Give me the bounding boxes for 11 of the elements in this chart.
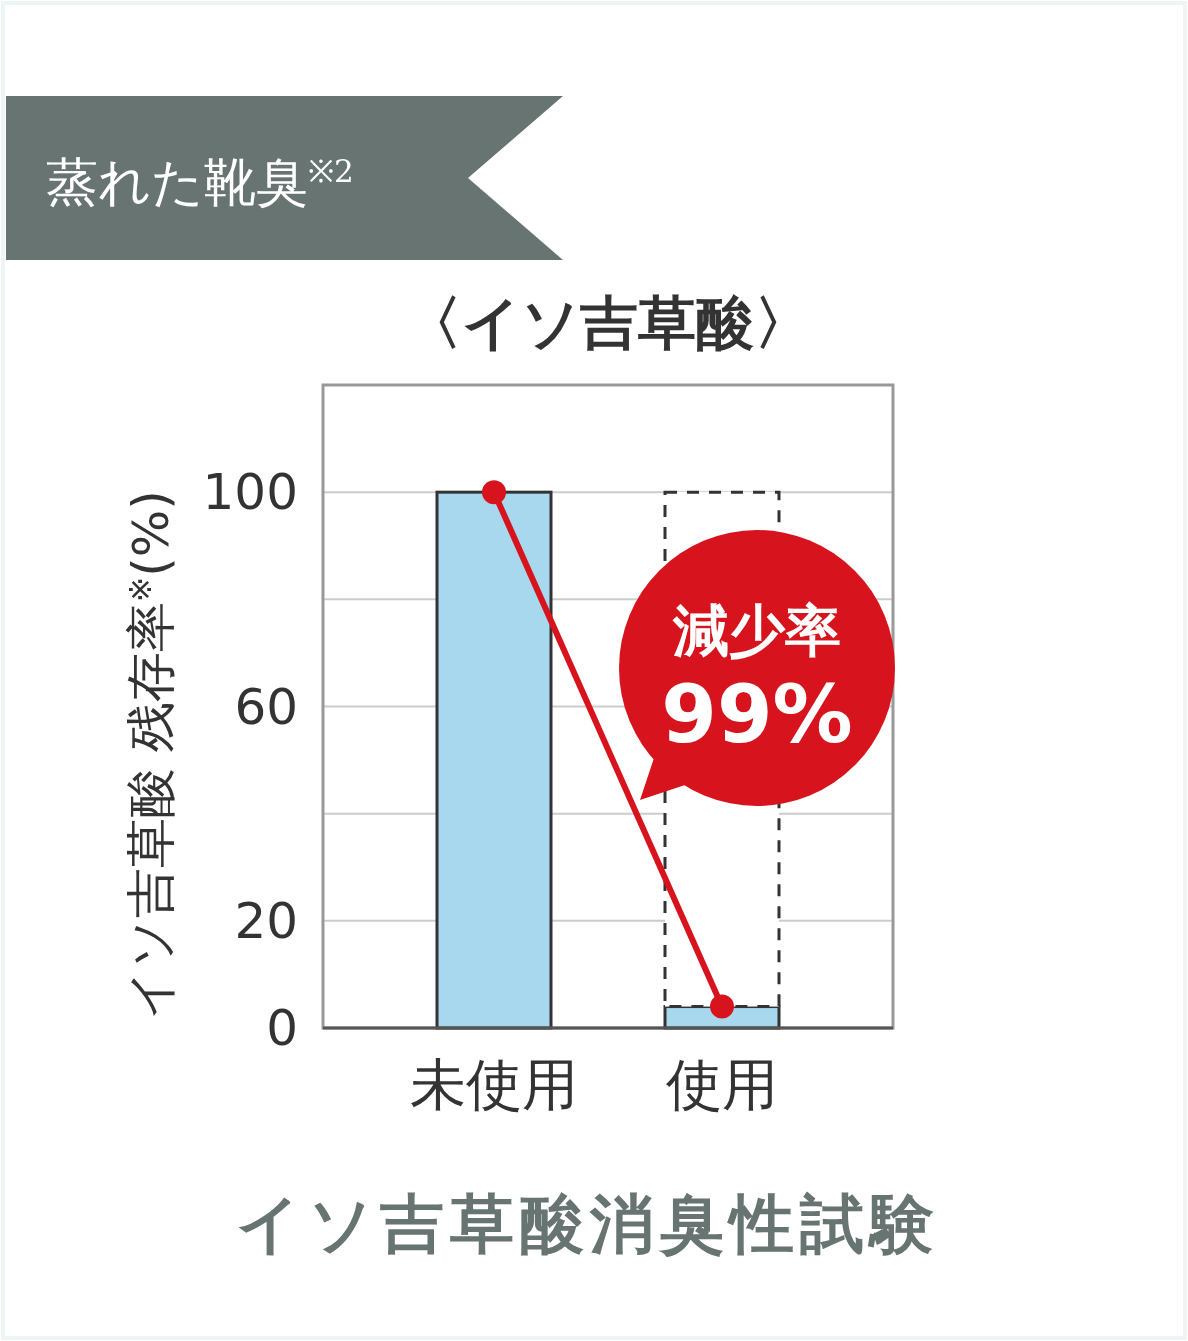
y-tick-label: 100	[202, 463, 298, 522]
annotation: 減少率	[672, 598, 841, 663]
chart-title: 蒸れた靴臭$^{※2}$	[46, 152, 354, 212]
y-tick-label: 20	[234, 891, 298, 950]
annotation: 99%	[661, 668, 853, 761]
x-tick-label: 未使用	[410, 1052, 578, 1117]
y-tick-label: 0	[266, 999, 298, 1057]
chart-subtitle: 〈イソ吉草酸〉	[404, 289, 812, 357]
x-tick-label: 使用	[666, 1052, 778, 1117]
y-tick-label: 60	[234, 677, 298, 736]
text: イソ吉草酸消臭性試験	[236, 1187, 940, 1261]
